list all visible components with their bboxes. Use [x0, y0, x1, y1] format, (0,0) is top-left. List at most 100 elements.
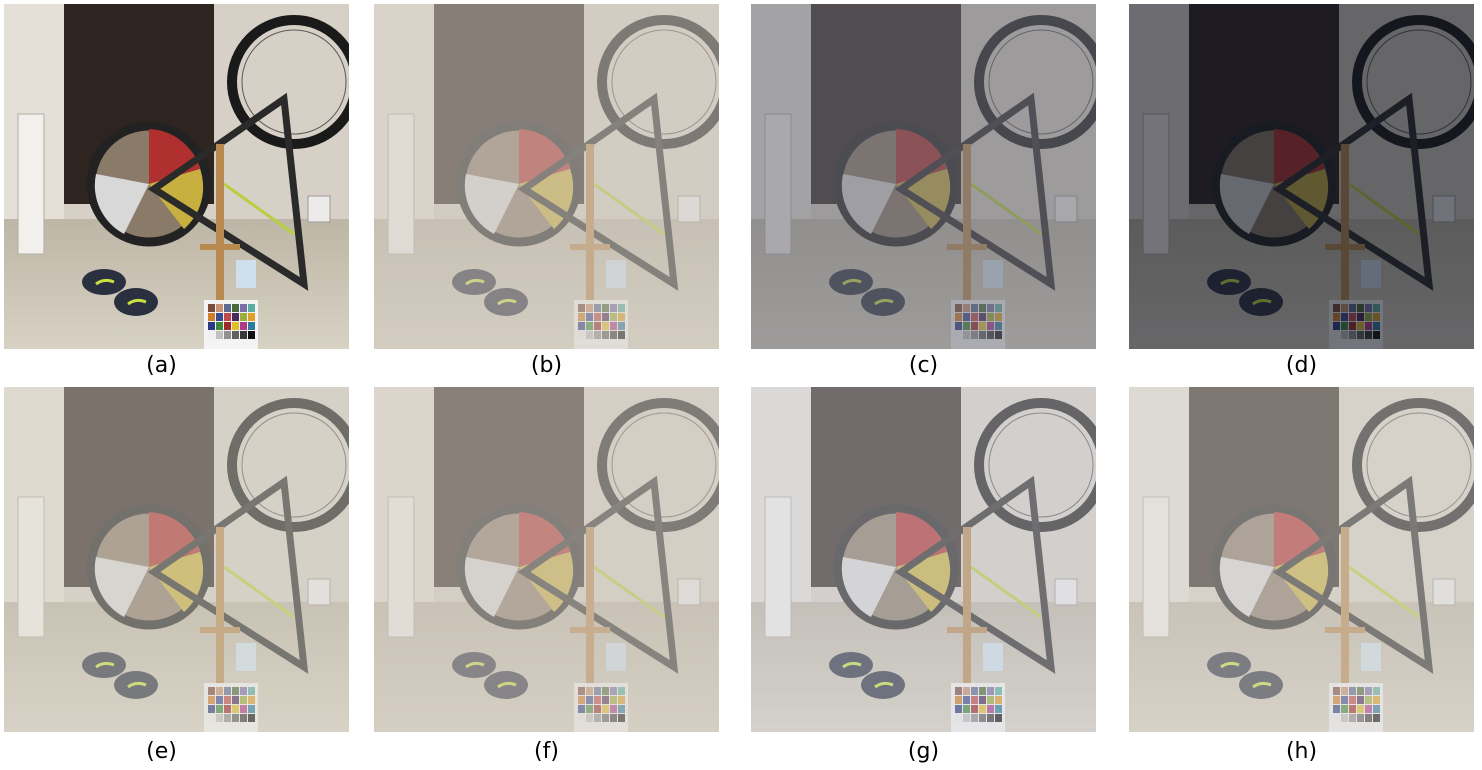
- rear-wheel: [974, 15, 1096, 149]
- darkening-overlay: [1129, 4, 1474, 349]
- checker-patch: [208, 322, 215, 330]
- checker-patch: [955, 714, 962, 722]
- figure-panel-d: (d): [1129, 4, 1474, 378]
- checker-patch: [208, 696, 215, 704]
- rear-wheel-spokes: [241, 412, 347, 518]
- checker-patch: [248, 322, 255, 330]
- checker-patch: [987, 304, 994, 312]
- figure-panel-g: (g): [751, 387, 1096, 764]
- checker-patch: [987, 696, 994, 704]
- scene-group: [751, 4, 1096, 349]
- easel-bar: [1325, 627, 1365, 633]
- checker-patch: [224, 304, 231, 312]
- figure-panel-h: (h): [1129, 387, 1474, 764]
- small-box: [1432, 578, 1456, 606]
- checker-patch: [216, 322, 223, 330]
- panel-caption-h: (h): [1285, 739, 1318, 764]
- panel-caption-d: (d): [1285, 353, 1318, 378]
- rear-wheel-spokes: [988, 29, 1094, 135]
- checker-patch: [232, 705, 239, 713]
- checker-patch: [979, 705, 986, 713]
- checker-patch: [1365, 705, 1372, 713]
- shoe-swoosh: [127, 298, 147, 306]
- checker-patch: [979, 313, 986, 321]
- shoe-swoosh: [842, 278, 862, 286]
- lamp: [236, 260, 256, 288]
- checker-patch: [987, 331, 994, 339]
- checker-patch: [963, 304, 970, 312]
- checker-patch: [971, 714, 978, 722]
- figure-panel-c: (c): [751, 4, 1096, 378]
- scene-group: [4, 4, 349, 349]
- rear-wheel: [1352, 398, 1474, 532]
- checker-patch: [224, 705, 231, 713]
- white-sector: [841, 174, 896, 234]
- checker-patch: [240, 714, 247, 722]
- checker-patch: [1333, 696, 1340, 704]
- checker-patch: [971, 705, 978, 713]
- bicycle-scene-image-g: [751, 387, 1096, 732]
- shoe-swoosh: [1220, 661, 1240, 669]
- checker-patch: [1357, 714, 1364, 722]
- frame-stripe: [223, 565, 295, 619]
- checker-patch: [216, 705, 223, 713]
- checker-patch: [232, 696, 239, 704]
- checker-patch: [232, 304, 239, 312]
- small-box: [1054, 578, 1078, 606]
- bicycle-scene-image-f: [374, 387, 719, 732]
- checker-patch: [987, 687, 994, 695]
- haze-overlay: [1129, 387, 1474, 732]
- shoe-swoosh: [874, 681, 894, 689]
- radiator: [17, 113, 45, 255]
- checker-patch: [1365, 696, 1372, 704]
- white-sector: [94, 557, 149, 617]
- checker-patch: [987, 714, 994, 722]
- checker-patch: [979, 331, 986, 339]
- checker-patch: [971, 304, 978, 312]
- radiator: [17, 496, 45, 638]
- checker-patch: [208, 304, 215, 312]
- checker-patch: [1333, 714, 1340, 722]
- checker-patch: [240, 696, 247, 704]
- checker-patch: [995, 687, 1002, 695]
- checker-patch: [232, 322, 239, 330]
- scene-group: [4, 387, 349, 732]
- rear-wheel-spokes: [1366, 412, 1472, 518]
- checker-patch: [1349, 687, 1356, 695]
- lamp: [983, 643, 1003, 671]
- checker-patch: [995, 322, 1002, 330]
- checker-patch: [1341, 687, 1348, 695]
- checker-patch: [216, 331, 223, 339]
- haze-overlay: [374, 4, 719, 349]
- checker-patch: [955, 304, 962, 312]
- panel-caption-a: (a): [146, 353, 177, 378]
- checker-patch: [1357, 705, 1364, 713]
- checker-patch: [1341, 696, 1348, 704]
- haze-overlay: [751, 387, 1096, 732]
- haze-overlay: [374, 387, 719, 732]
- darkening-overlay: [751, 4, 1096, 349]
- checker-patch: [1357, 687, 1364, 695]
- floor: [4, 219, 349, 349]
- checker-patch: [248, 696, 255, 704]
- checker-patch: [208, 331, 215, 339]
- rear-wheel-spokes: [988, 412, 1094, 518]
- shoe-swoosh: [842, 661, 862, 669]
- red-sector: [896, 129, 947, 184]
- panel-caption-f: (f): [534, 739, 559, 764]
- red-sector: [149, 129, 200, 184]
- checker-patch: [971, 696, 978, 704]
- radiator: [764, 496, 792, 638]
- lamp: [983, 260, 1003, 288]
- checker-patch: [1373, 687, 1380, 695]
- checker-patch: [955, 687, 962, 695]
- small-box: [1054, 195, 1078, 223]
- checker-patch: [987, 705, 994, 713]
- checker-patch: [248, 331, 255, 339]
- small-box: [307, 578, 331, 606]
- checker-patch: [216, 313, 223, 321]
- bicycle-scene-image-b: [374, 4, 719, 349]
- checker-patch: [240, 687, 247, 695]
- checker-patch: [216, 304, 223, 312]
- checker-patch: [1333, 687, 1340, 695]
